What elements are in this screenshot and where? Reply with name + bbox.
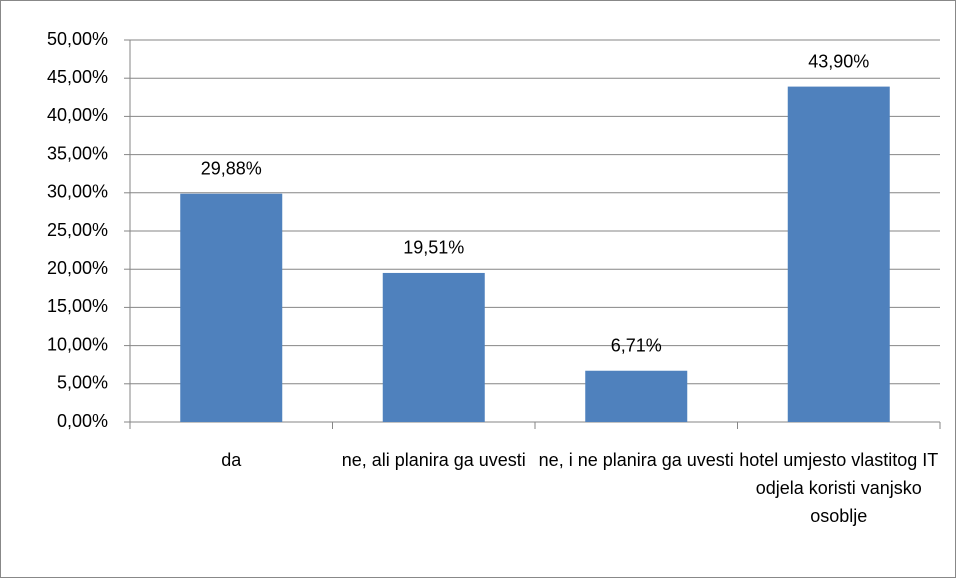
bar bbox=[382, 272, 485, 422]
data-label: 19,51% bbox=[403, 238, 464, 258]
y-tick-label: 40,00% bbox=[47, 105, 108, 125]
x-tick-label: ne, i ne planira ga uvesti bbox=[538, 450, 734, 470]
y-tick-label: 30,00% bbox=[47, 182, 108, 202]
y-tick-label: 50,00% bbox=[47, 29, 108, 49]
y-tick-label: 45,00% bbox=[47, 67, 108, 87]
bar bbox=[585, 370, 688, 422]
y-tick-label: 25,00% bbox=[47, 220, 108, 240]
x-tick-label: hotel umjesto vlastitog IT odjela korist… bbox=[739, 450, 939, 526]
bar bbox=[180, 193, 283, 422]
y-tick-label: 10,00% bbox=[47, 334, 108, 354]
y-tick-label: 5,00% bbox=[57, 373, 108, 393]
y-tick-label: 15,00% bbox=[47, 296, 108, 316]
x-tick-label: da bbox=[221, 450, 242, 470]
data-label: 43,90% bbox=[808, 51, 869, 71]
bar bbox=[787, 86, 890, 422]
y-tick-label: 20,00% bbox=[47, 258, 108, 278]
data-label: 29,88% bbox=[201, 158, 262, 178]
data-label: 6,71% bbox=[611, 335, 662, 355]
y-tick-label: 0,00% bbox=[57, 411, 108, 431]
x-tick-label: ne, ali planira ga uvesti bbox=[341, 450, 526, 470]
y-tick-label: 35,00% bbox=[47, 143, 108, 163]
